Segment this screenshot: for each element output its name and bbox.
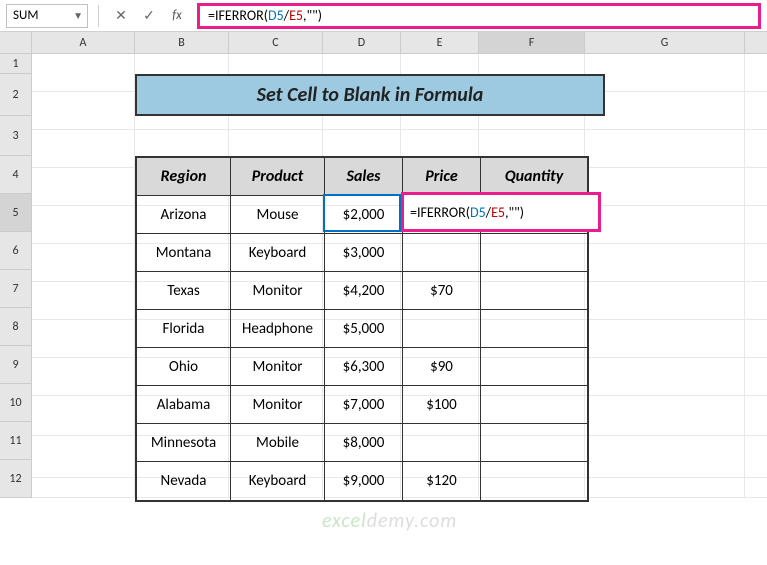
table-cell[interactable] — [481, 310, 587, 348]
table-row: MinnesotaMobile$8,000 — [137, 424, 587, 462]
cells-area[interactable]: Set Cell to Blank in Formula RegionProduc… — [32, 54, 767, 498]
table-cell[interactable] — [481, 348, 587, 386]
table-cell[interactable]: Mouse — [231, 196, 325, 234]
table-header-sales: Sales — [325, 158, 403, 196]
formula-text-prefix: =IFERROR( — [208, 7, 268, 24]
column-header-b[interactable]: B — [135, 32, 229, 53]
column-header-a[interactable]: A — [32, 32, 135, 53]
table-row: MontanaKeyboard$3,000 — [137, 234, 587, 272]
table-cell[interactable]: Nevada — [137, 462, 231, 500]
divider — [98, 5, 99, 27]
table-row: NevadaKeyboard$9,000$120 — [137, 462, 587, 500]
table-header-price: Price — [403, 158, 481, 196]
column-header-e[interactable]: E — [401, 32, 479, 53]
table-cell[interactable]: Minnesota — [137, 424, 231, 462]
fx-icon[interactable]: fx — [165, 4, 189, 28]
table-cell[interactable]: $6,300 — [325, 348, 403, 386]
table-cell[interactable]: $70 — [403, 272, 481, 310]
table-cell[interactable]: Keyboard — [231, 462, 325, 500]
table-cell[interactable] — [481, 234, 587, 272]
row-header-3[interactable]: 3 — [0, 116, 32, 156]
table-cell[interactable] — [481, 462, 587, 500]
formula-ref-e5: E5 — [289, 7, 303, 24]
table-cell[interactable]: Monitor — [231, 272, 325, 310]
table-cell[interactable]: Ohio — [137, 348, 231, 386]
cell-formula-ref2: E5 — [491, 204, 505, 221]
table-cell[interactable]: Headphone — [231, 310, 325, 348]
row-header-12[interactable]: 12 — [0, 460, 32, 498]
table-cell[interactable]: $4,200 — [325, 272, 403, 310]
table-cell[interactable]: Florida — [137, 310, 231, 348]
formula-text-suffix: ,"") — [303, 7, 322, 24]
table-cell[interactable]: $90 — [403, 348, 481, 386]
table-cell[interactable]: Arizona — [137, 196, 231, 234]
table-cell[interactable] — [481, 424, 587, 462]
table-cell[interactable]: Monitor — [231, 386, 325, 424]
table-cell[interactable]: Alabama — [137, 386, 231, 424]
cancel-icon[interactable]: ✕ — [109, 4, 133, 28]
table-header-quantity: Quantity — [481, 158, 587, 196]
table-cell[interactable]: Mobile — [231, 424, 325, 462]
table-cell[interactable] — [403, 424, 481, 462]
title-cell: Set Cell to Blank in Formula — [135, 74, 605, 116]
column-header-d[interactable]: D — [323, 32, 401, 53]
table-cell[interactable]: Monitor — [231, 348, 325, 386]
cell-formula-ref1: D5 — [470, 204, 486, 221]
row-header-10[interactable]: 10 — [0, 384, 32, 422]
row-header-8[interactable]: 8 — [0, 308, 32, 346]
table-row: AlabamaMonitor$7,000$100 — [137, 386, 587, 424]
select-all-corner[interactable] — [0, 32, 32, 53]
table-cell[interactable]: $5,000 — [325, 310, 403, 348]
row-header-5[interactable]: 5 — [0, 194, 32, 232]
column-header-c[interactable]: C — [229, 32, 323, 53]
chevron-down-icon[interactable]: ▼ — [73, 9, 83, 22]
table-cell[interactable]: Texas — [137, 272, 231, 310]
column-header-g[interactable]: G — [585, 32, 745, 53]
cell-formula-suffix: ,"") — [505, 204, 524, 221]
name-box[interactable]: SUM ▼ — [6, 4, 88, 28]
formula-input[interactable]: =IFERROR(D5/E5,"") — [197, 3, 761, 29]
column-headers: ABCDEFG — [0, 32, 767, 54]
table-header-product: Product — [231, 158, 325, 196]
row-header-11[interactable]: 11 — [0, 422, 32, 460]
table-cell[interactable] — [481, 272, 587, 310]
active-cell-editor[interactable]: =IFERROR(D5/E5,"") — [401, 192, 601, 232]
row-header-2[interactable]: 2 — [0, 74, 32, 116]
table-cell[interactable] — [403, 234, 481, 272]
column-header-f[interactable]: F — [479, 32, 585, 53]
table-cell[interactable]: $120 — [403, 462, 481, 500]
table-cell[interactable]: $100 — [403, 386, 481, 424]
row-header-9[interactable]: 9 — [0, 346, 32, 384]
table-cell[interactable] — [481, 386, 587, 424]
row-header-6[interactable]: 6 — [0, 232, 32, 270]
table-cell[interactable]: Keyboard — [231, 234, 325, 272]
row-headers: 123456789101112 — [0, 54, 32, 498]
table-header-region: Region — [137, 158, 231, 196]
table-row: FloridaHeadphone$5,000 — [137, 310, 587, 348]
row-header-4[interactable]: 4 — [0, 156, 32, 194]
table-row: TexasMonitor$4,200$70 — [137, 272, 587, 310]
table-cell[interactable]: $9,000 — [325, 462, 403, 500]
enter-icon[interactable]: ✓ — [137, 4, 161, 28]
table-cell[interactable]: $8,000 — [325, 424, 403, 462]
table-cell[interactable]: $7,000 — [325, 386, 403, 424]
table-cell[interactable]: $2,000 — [325, 196, 403, 234]
spreadsheet: ABCDEFG 123456789101112 Set Cell to Blan… — [0, 32, 767, 498]
formula-ref-d5: D5 — [268, 7, 284, 24]
name-box-value: SUM — [13, 8, 38, 23]
table-cell[interactable]: Montana — [137, 234, 231, 272]
table-row: OhioMonitor$6,300$90 — [137, 348, 587, 386]
watermark: exceldemy.com — [322, 509, 457, 533]
formula-bar: SUM ▼ ✕ ✓ fx =IFERROR(D5/E5,"") — [0, 0, 767, 32]
row-header-7[interactable]: 7 — [0, 270, 32, 308]
table-cell[interactable] — [403, 310, 481, 348]
row-header-1[interactable]: 1 — [0, 54, 32, 74]
table-cell[interactable]: $3,000 — [325, 234, 403, 272]
cell-formula-prefix: =IFERROR( — [410, 204, 470, 221]
